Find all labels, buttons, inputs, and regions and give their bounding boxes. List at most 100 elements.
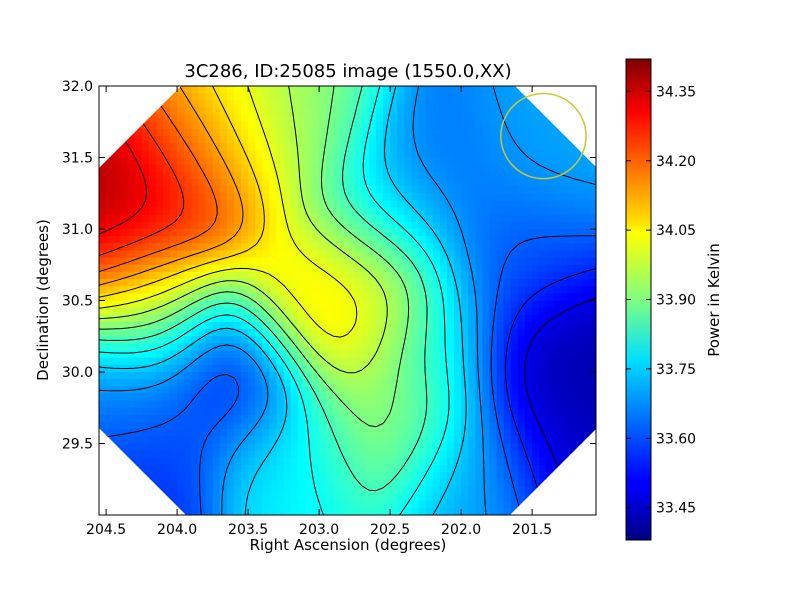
heatmap-cell	[517, 236, 526, 244]
heatmap-cell	[375, 243, 384, 252]
heatmap-cell	[248, 286, 256, 294]
heatmap-cell	[432, 178, 441, 187]
heatmap-cell	[539, 500, 547, 509]
heatmap-cell	[212, 464, 221, 473]
heatmap-cell	[205, 443, 214, 452]
heatmap-cell	[170, 307, 178, 316]
heatmap-cell	[184, 443, 192, 452]
heatmap-cell	[510, 150, 519, 159]
heatmap-cell	[404, 429, 412, 437]
heatmap-cell	[113, 486, 121, 495]
heatmap-cell	[446, 271, 455, 280]
heatmap-cell	[170, 486, 178, 495]
heatmap-cell	[141, 243, 150, 252]
heatmap-cell	[269, 143, 278, 151]
heatmap-cell	[134, 229, 143, 237]
heatmap-cell	[233, 286, 242, 294]
heatmap-cell	[212, 178, 221, 187]
heatmap-cell	[368, 457, 377, 466]
heatmap-cell	[148, 271, 157, 280]
heatmap-cell	[539, 128, 547, 137]
heatmap-cell	[226, 379, 235, 387]
heatmap-cell	[340, 164, 349, 173]
heatmap-cell	[468, 286, 476, 294]
heatmap-cell	[283, 507, 292, 515]
heatmap-cell	[539, 386, 547, 395]
heatmap-cell	[510, 229, 519, 237]
heatmap-cell	[113, 307, 121, 316]
heatmap-cell	[326, 279, 334, 287]
heatmap-cell	[290, 372, 299, 380]
heatmap-cell	[333, 479, 341, 487]
heatmap-cell	[99, 321, 107, 330]
heatmap-cell	[532, 314, 540, 323]
heatmap-cell	[482, 136, 491, 144]
heatmap-cell	[177, 500, 185, 509]
heatmap-cell	[233, 207, 242, 216]
heatmap-cell	[517, 350, 526, 359]
heatmap-cell	[191, 264, 199, 273]
heatmap-cell	[525, 264, 533, 273]
heatmap-cell	[539, 221, 547, 230]
heatmap-cell	[560, 329, 569, 337]
heatmap-cell	[546, 243, 554, 252]
heatmap-cell	[368, 186, 377, 194]
heatmap-cell	[525, 243, 533, 252]
heatmap-cell	[475, 450, 483, 459]
heatmap-cell	[418, 336, 427, 344]
heatmap-cell	[454, 500, 462, 509]
heatmap-cell	[155, 136, 164, 144]
heatmap-cell	[177, 350, 185, 359]
heatmap-cell	[475, 436, 483, 445]
heatmap-cell	[120, 107, 128, 116]
heatmap-cell	[454, 464, 462, 473]
heatmap-cell	[390, 336, 398, 344]
heatmap-cell	[532, 186, 540, 194]
heatmap-cell	[127, 493, 136, 502]
heatmap-cell	[354, 271, 363, 280]
heatmap-cell	[354, 372, 363, 380]
heatmap-cell	[290, 171, 299, 180]
heatmap-cell	[461, 436, 469, 445]
heatmap-cell	[198, 450, 207, 459]
heatmap-cell	[219, 486, 228, 495]
heatmap-cell	[503, 307, 512, 316]
heatmap-cell	[262, 93, 270, 101]
heatmap-cell	[432, 479, 441, 487]
heatmap-cell	[340, 343, 349, 352]
heatmap-cell	[496, 364, 505, 373]
heatmap-cell	[397, 336, 405, 344]
heatmap-cell	[262, 193, 270, 201]
heatmap-cell	[347, 178, 356, 187]
heatmap-cell	[262, 457, 270, 466]
heatmap-cell	[525, 200, 533, 209]
heatmap-cell	[517, 372, 526, 380]
heatmap-cell	[404, 186, 412, 194]
heatmap-cell	[468, 250, 476, 259]
heatmap-cell	[340, 207, 349, 216]
heatmap-cell	[468, 128, 476, 137]
heatmap-cell	[411, 314, 420, 323]
heatmap-cell	[496, 350, 505, 359]
heatmap-cell	[510, 372, 519, 380]
heatmap-cell	[525, 121, 533, 130]
heatmap-cell	[120, 379, 128, 387]
heatmap-cell	[468, 372, 476, 380]
heatmap-cell	[120, 457, 128, 466]
heatmap-cell	[475, 150, 483, 159]
heatmap-cell	[461, 386, 469, 395]
heatmap-cell	[390, 422, 398, 430]
heatmap-cell	[454, 321, 462, 330]
heatmap-cell	[127, 393, 136, 402]
heatmap-cell	[262, 229, 270, 237]
heatmap-cell	[255, 407, 263, 416]
heatmap-cell	[361, 250, 370, 259]
heatmap-cell	[170, 386, 178, 395]
heatmap-cell	[390, 214, 398, 223]
heatmap-cell	[347, 143, 356, 151]
heatmap-cell	[134, 350, 143, 359]
heatmap-cell	[532, 350, 540, 359]
heatmap-cell	[262, 250, 270, 259]
heatmap-cell	[432, 486, 441, 495]
heatmap-cell	[106, 100, 114, 109]
